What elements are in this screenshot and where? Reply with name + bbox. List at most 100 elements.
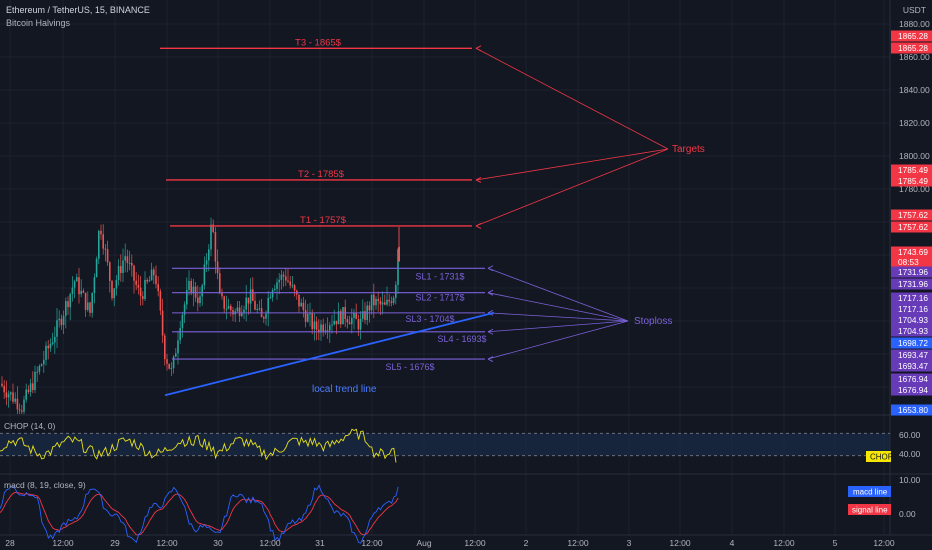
candle-body-172 bbox=[379, 300, 382, 305]
candle-body-1 bbox=[3, 385, 5, 393]
price-tag-bg-5 bbox=[891, 221, 932, 233]
candle-body-163 bbox=[359, 318, 362, 330]
price-tag-bg-1 bbox=[891, 42, 932, 54]
time-tick-7: 12:00 bbox=[361, 538, 383, 548]
price-tag-7: 08:53 bbox=[898, 257, 919, 267]
candle-body-127 bbox=[280, 274, 283, 280]
candle-body-152 bbox=[335, 320, 338, 325]
price-tick-2: 1840.00 bbox=[899, 85, 930, 95]
time-tick-6: 31 bbox=[315, 538, 325, 548]
candle-body-168 bbox=[370, 294, 373, 311]
candle-body-114 bbox=[252, 289, 254, 301]
local-trend-line bbox=[164, 311, 495, 397]
candle-body-109 bbox=[241, 313, 243, 316]
chop-tick-1: 40.00 bbox=[899, 449, 921, 459]
price-tick-0: 1880.00 bbox=[899, 19, 930, 29]
candle-body-31 bbox=[69, 293, 71, 308]
time-tick-3: 12:00 bbox=[156, 538, 178, 548]
targets-label: Targets bbox=[672, 144, 705, 155]
candle-body-47 bbox=[104, 248, 107, 250]
candle-body-22 bbox=[49, 343, 52, 349]
macd-signal-line bbox=[0, 491, 399, 536]
candle-body-102 bbox=[225, 308, 228, 310]
stop-arrowhead-1 bbox=[487, 265, 494, 272]
price-tag-19: 1653.80 bbox=[898, 405, 928, 415]
candle-body-180 bbox=[397, 249, 399, 285]
candle-body-175 bbox=[386, 299, 388, 305]
time-tick-12: 3 bbox=[627, 538, 632, 548]
candle-body-40 bbox=[89, 302, 91, 313]
target-arrowhead-1 bbox=[475, 45, 482, 52]
price-tag-bg-18 bbox=[891, 384, 932, 396]
candle-body-88 bbox=[194, 286, 197, 298]
macd-title[interactable]: macd (8, 19, close, 9) bbox=[4, 480, 86, 490]
time-tick-16: 5 bbox=[833, 538, 838, 548]
chop-band bbox=[0, 433, 890, 456]
chop-title[interactable]: CHOP (14, 0) bbox=[4, 421, 56, 431]
stop-arrow-5 bbox=[487, 320, 629, 360]
candle-body-129 bbox=[285, 276, 287, 281]
candle-body-5 bbox=[12, 392, 14, 402]
candle-body-72 bbox=[159, 291, 162, 311]
candle-body-0 bbox=[1, 383, 3, 386]
candle-body-30 bbox=[67, 301, 69, 308]
target-arrow-2 bbox=[475, 148, 669, 181]
indicator-name[interactable]: Bitcoin Halvings bbox=[6, 18, 71, 28]
stop-label-5: SL5 - 1676$ bbox=[385, 362, 434, 372]
price-tick-4: 1800.00 bbox=[899, 151, 930, 161]
candle-body-3 bbox=[7, 394, 10, 398]
candle-body-153 bbox=[337, 311, 340, 325]
price-tag-bg-10 bbox=[891, 292, 932, 304]
candle-body-46 bbox=[102, 234, 104, 249]
price-tag-bg-8 bbox=[891, 266, 932, 278]
candle-body-120 bbox=[265, 313, 267, 319]
symbol-title[interactable]: Ethereum / TetherUS, 15, BINANCE bbox=[6, 5, 150, 15]
price-tag-bg-9 bbox=[891, 278, 932, 290]
candle-body-35 bbox=[78, 277, 80, 295]
candle-body-157 bbox=[346, 319, 349, 323]
candle-body-170 bbox=[375, 298, 377, 306]
chop-line bbox=[0, 428, 397, 463]
candle-body-19 bbox=[43, 359, 45, 365]
price-tag-3: 1785.49 bbox=[898, 176, 928, 186]
price-unit: USDT bbox=[902, 5, 926, 15]
price-tag-2: 1785.49 bbox=[898, 165, 928, 175]
axes: 1880.00 1860.00 1840.00 1820.00 1800.00 1780.… bbox=[5, 19, 932, 548]
candle-body-148 bbox=[326, 330, 329, 332]
candle-body-51 bbox=[113, 288, 115, 299]
candle-body-61 bbox=[135, 280, 137, 285]
candle-body-45 bbox=[100, 230, 102, 235]
price-tag-18: 1676.94 bbox=[898, 385, 928, 395]
time-tick-4: 30 bbox=[213, 538, 223, 548]
stop-arrowhead-4 bbox=[487, 328, 494, 335]
candle-body-123 bbox=[271, 290, 274, 298]
candle-body-161 bbox=[355, 312, 357, 320]
time-tick-10: 2 bbox=[524, 538, 529, 548]
candle-body-36 bbox=[80, 290, 82, 295]
candle-body-154 bbox=[340, 311, 342, 325]
candle-body-41 bbox=[91, 292, 93, 313]
candle-body-62 bbox=[137, 284, 140, 288]
candle-body-80 bbox=[177, 340, 179, 354]
time-tick-14: 4 bbox=[730, 538, 735, 548]
candle-body-66 bbox=[146, 279, 148, 282]
candle-body-158 bbox=[348, 322, 351, 325]
price-tag-10: 1717.16 bbox=[898, 293, 928, 303]
macd-badge: macd line bbox=[853, 488, 888, 497]
candle-body-65 bbox=[144, 279, 146, 300]
candle-body-2 bbox=[5, 392, 8, 398]
candle-body-21 bbox=[47, 345, 49, 349]
candle-body-135 bbox=[298, 294, 300, 307]
price-tag-1: 1865.28 bbox=[898, 43, 928, 53]
candle-body-10 bbox=[23, 399, 25, 412]
price-tag-6: 1743.69 bbox=[898, 247, 928, 257]
candle-body-136 bbox=[300, 302, 302, 307]
price-tag-11: 1717.16 bbox=[898, 304, 928, 314]
candle-body-101 bbox=[223, 296, 225, 309]
target-label-1: T3 - 1865$ bbox=[295, 37, 342, 48]
candle-body-77 bbox=[170, 368, 173, 370]
candle-body-173 bbox=[381, 302, 384, 305]
candle-body-110 bbox=[243, 309, 245, 314]
candle-body-179 bbox=[395, 284, 397, 298]
